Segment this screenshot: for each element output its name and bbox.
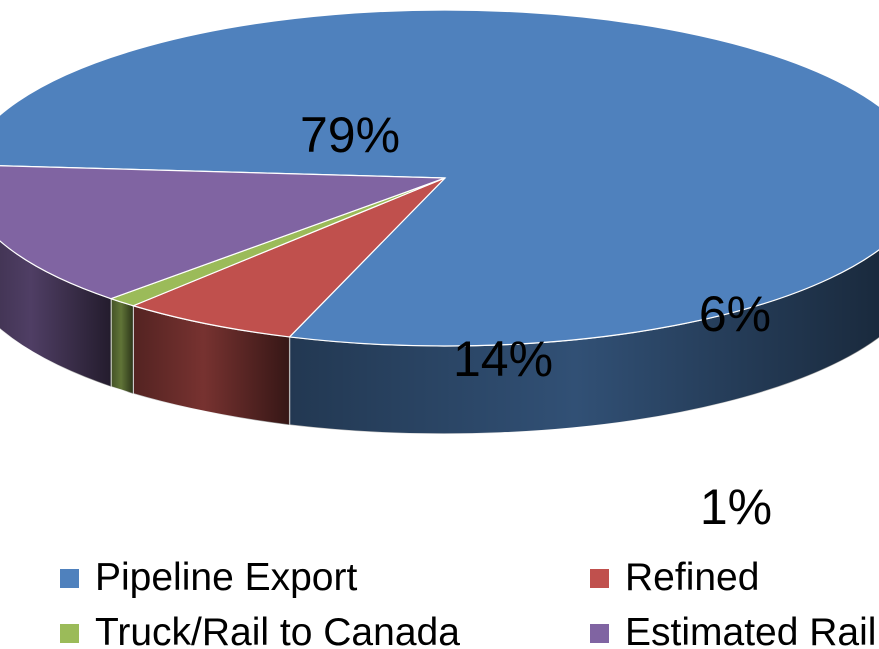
data-label-pipeline-export: 79%: [300, 107, 400, 163]
legend-swatch-pipeline-export: [60, 568, 79, 588]
legend: Pipeline Export Refined Truck/Rail to Ca…: [0, 530, 879, 649]
legend-label-truck-rail-to-canada: Truck/Rail to Canada: [95, 611, 460, 649]
legend-label-refined: Refined: [625, 556, 760, 599]
pie-side-shading-refined: [133, 305, 290, 425]
legend-item-estimated-rail: Estimated Rail: [590, 608, 876, 649]
legend-label-pipeline-export: Pipeline Export: [95, 556, 358, 599]
legend-swatch-estimated-rail: [590, 623, 609, 643]
data-label-estimated-rail: 14%: [453, 331, 553, 387]
data-label-refined: 6%: [699, 286, 771, 342]
pie-slice-estimated-rail: [0, 165, 446, 300]
legend-item-refined: Refined: [590, 553, 759, 603]
legend-swatch-refined: [590, 568, 609, 588]
legend-label-estimated-rail: Estimated Rail: [625, 611, 877, 649]
pie-slice-pipeline-export: [0, 9, 879, 347]
pie-slice-refined: [131, 177, 446, 338]
pie-side-shading-estimated-rail: [0, 240, 111, 387]
data-label-truck-rail-to-canada: 1%: [700, 479, 772, 530]
pie-chart: 79% 6% 1% 14%: [0, 9, 879, 530]
legend-swatch-truck-rail-to-canada: [60, 623, 79, 643]
legend-item-pipeline-export: Pipeline Export: [60, 553, 357, 603]
pie-chart-area: 79% 6% 1% 14%: [0, 9, 879, 530]
pie-side-shading-truck-rail-to-canada: [110, 298, 134, 394]
legend-item-truck-rail-to-canada: Truck/Rail to Canada: [60, 608, 460, 649]
pie-side-shading-pipeline-export: [289, 249, 879, 434]
